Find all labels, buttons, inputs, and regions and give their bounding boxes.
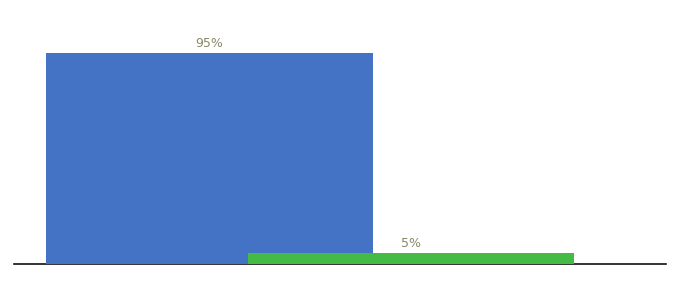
Bar <box>248 253 575 264</box>
Text: 5%: 5% <box>401 237 421 250</box>
Text: 95%: 95% <box>196 37 223 50</box>
Bar <box>46 53 373 264</box>
